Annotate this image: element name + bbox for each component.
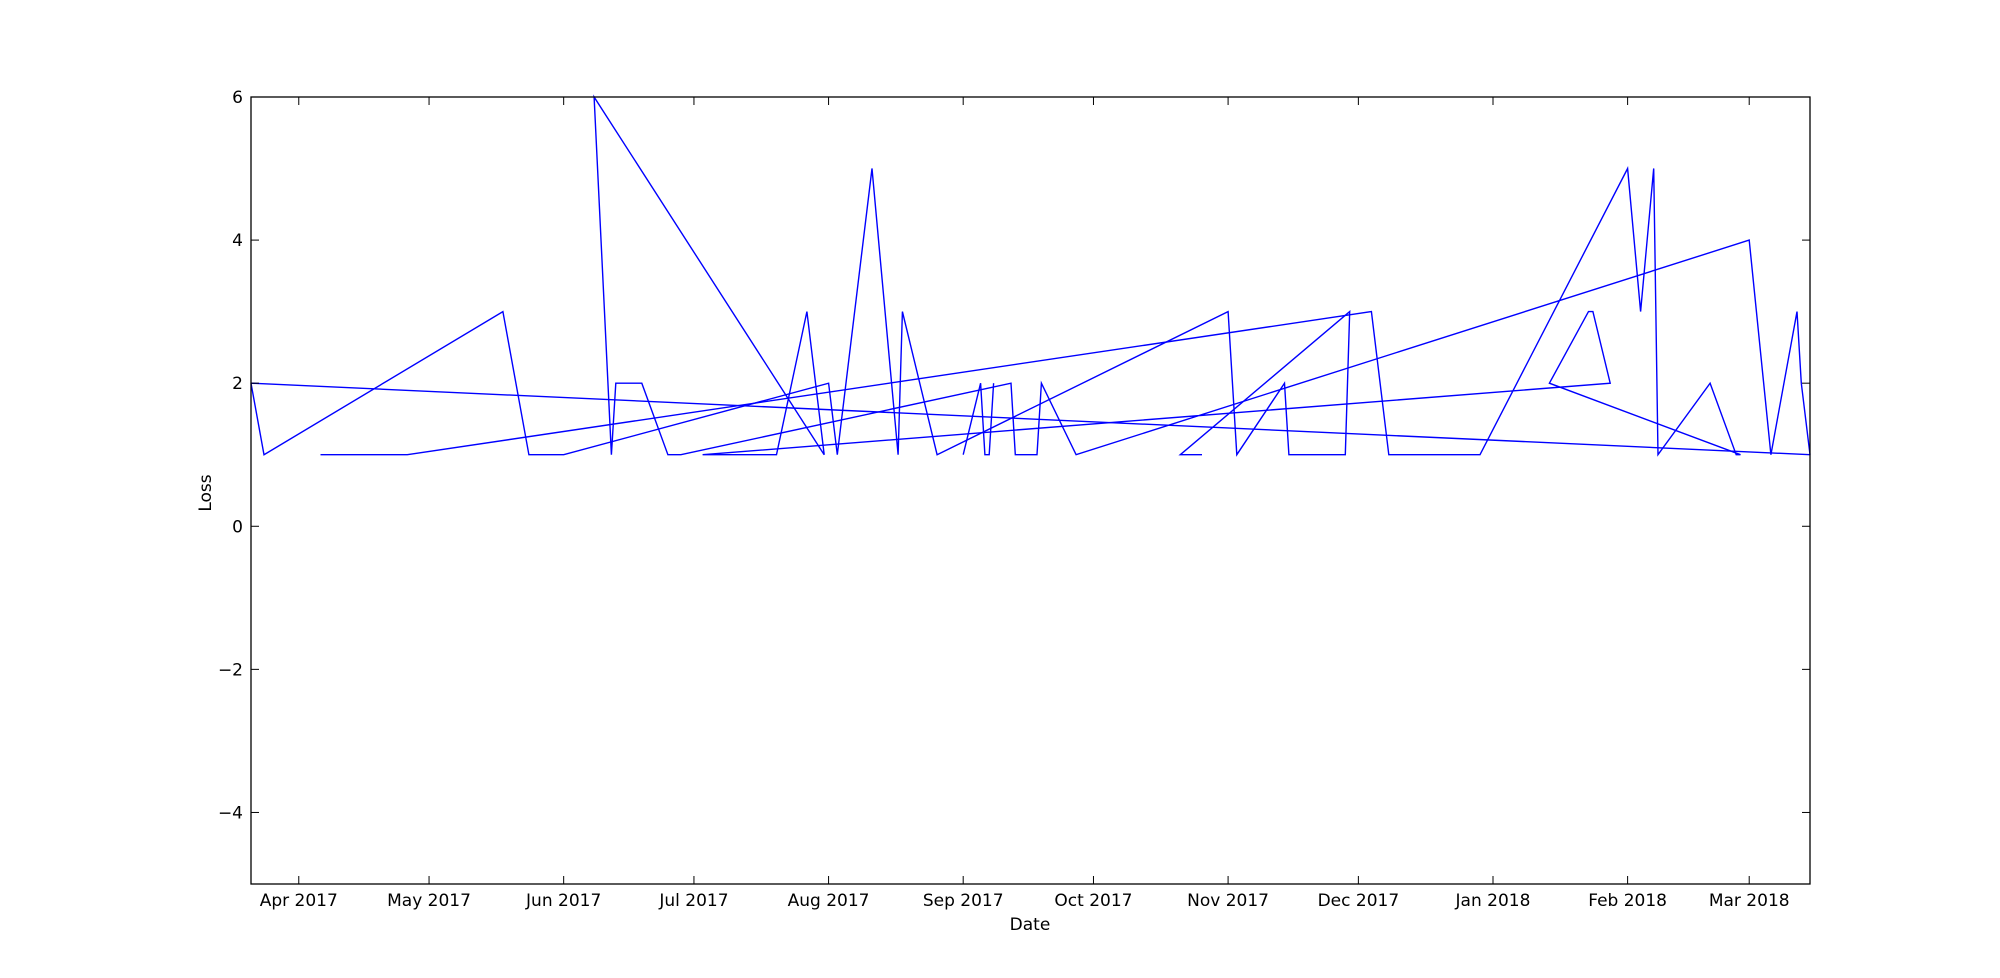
series-line-2 (962, 383, 995, 456)
x-tick-label: Sep 2017 (923, 891, 1004, 911)
y-tick-label: 0 (232, 517, 243, 537)
plot-frame (250, 96, 1811, 885)
y-tick-label: −2 (218, 660, 243, 680)
y-tick-label: −4 (218, 803, 243, 823)
series-line-1 (320, 94, 1811, 457)
x-tick-label: Jan 2018 (1455, 891, 1531, 911)
x-tick-label: Apr 2017 (260, 891, 338, 911)
x-tick-label: Nov 2017 (1187, 891, 1269, 911)
series-lines (250, 94, 1811, 457)
x-tick-label: Aug 2017 (788, 891, 870, 911)
x-tick-label: Mar 2018 (1709, 891, 1790, 911)
x-tick-label: May 2017 (387, 891, 471, 911)
y-axis-ticks: −4 −2 0 2 4 6 (218, 88, 1810, 823)
x-axis-label: Date (1010, 915, 1051, 935)
y-axis-label: Loss (196, 474, 216, 511)
x-tick-label: Dec 2017 (1318, 891, 1400, 911)
y-tick-label: 6 (232, 88, 243, 108)
x-tick-label: Jun 2017 (525, 891, 601, 911)
x-axis-ticks: Apr 2017 May 2017 Jun 2017 Jul 2017 Aug 2017… (260, 97, 1790, 911)
series-line-0 (250, 168, 1351, 457)
x-tick-label: Oct 2017 (1054, 891, 1132, 911)
y-tick-label: 2 (232, 374, 243, 394)
x-tick-label: Feb 2018 (1588, 891, 1667, 911)
y-tick-label: 4 (232, 231, 243, 251)
x-tick-label: Jul 2017 (658, 891, 728, 911)
series-line-3 (250, 382, 1811, 456)
